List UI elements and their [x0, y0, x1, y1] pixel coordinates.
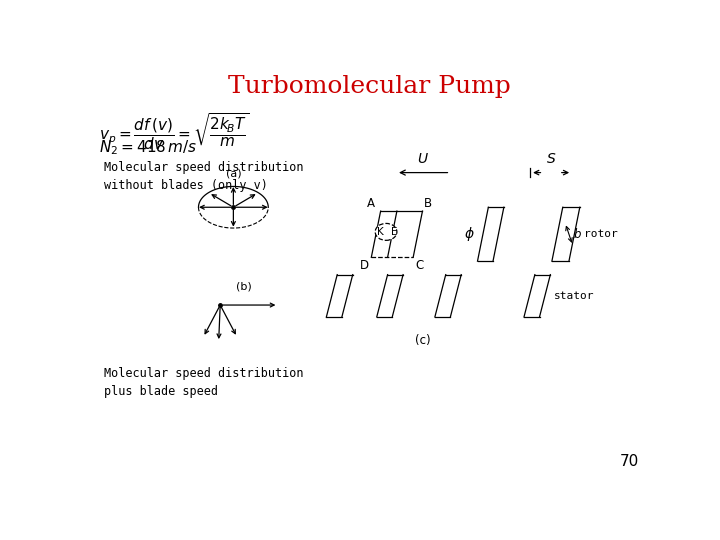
Text: C: C	[415, 259, 424, 272]
Text: Molecular speed distribution
without blades (only v): Molecular speed distribution without bla…	[104, 161, 303, 192]
Text: (c): (c)	[415, 334, 431, 347]
Text: K: K	[377, 227, 384, 237]
Text: D: D	[360, 259, 369, 272]
Text: (b): (b)	[235, 281, 251, 291]
Text: stator: stator	[554, 291, 595, 301]
Ellipse shape	[375, 224, 397, 240]
Text: $b$: $b$	[573, 227, 582, 241]
Text: $v_p = \dfrac{df\,(v)}{dv} = \sqrt{\dfrac{2k_{\!B}T}{m}}$: $v_p = \dfrac{df\,(v)}{dv} = \sqrt{\dfra…	[99, 111, 250, 152]
Text: A: A	[366, 197, 374, 210]
Text: rotor: rotor	[584, 229, 618, 239]
Text: $U$: $U$	[418, 152, 429, 166]
Text: (a): (a)	[225, 169, 241, 179]
Text: B: B	[424, 197, 432, 210]
Text: $S$: $S$	[546, 152, 557, 166]
Text: Molecular speed distribution
plus blade speed: Molecular speed distribution plus blade …	[104, 367, 303, 397]
Text: E: E	[390, 227, 397, 237]
Text: $\phi$: $\phi$	[464, 225, 475, 243]
Text: Turbomolecular Pump: Turbomolecular Pump	[228, 75, 510, 98]
Text: $N_2 = 418\,m/s$: $N_2 = 418\,m/s$	[99, 138, 198, 157]
Text: 70: 70	[619, 454, 639, 469]
